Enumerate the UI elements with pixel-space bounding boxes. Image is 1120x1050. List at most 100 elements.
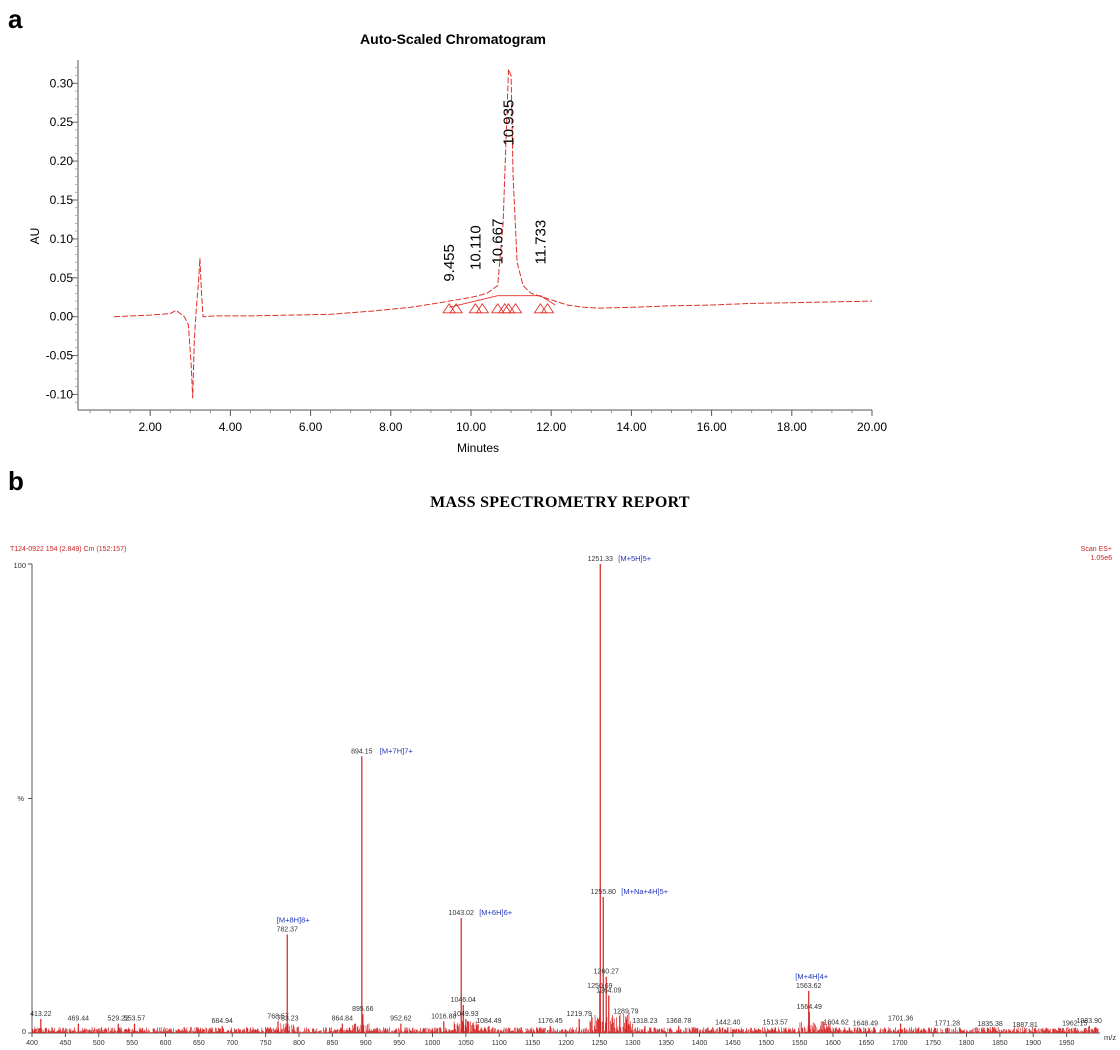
chromatogram-x-tick-label: 6.00 (299, 420, 323, 434)
ms-x-tick-label: 1200 (558, 1040, 574, 1047)
ms-x-tick-label: 1100 (492, 1040, 507, 1047)
ms-peak-label: 783.23 (277, 1016, 299, 1023)
ms-peak-label: 1368.78 (666, 1018, 691, 1025)
ms-peak-label: 1771.28 (935, 1020, 960, 1027)
panel-a-label: a (8, 4, 23, 34)
chromatogram-peak-marker (468, 302, 483, 314)
ms-ion-label: [M+6H]6+ (479, 908, 513, 917)
chromatogram-y-tick-label: 0.10 (50, 232, 74, 246)
chromatogram-peak-marker (533, 302, 548, 314)
ms-peak-label: 1046.04 (451, 997, 476, 1004)
chromatogram-y-tick-label: 0.15 (50, 193, 74, 207)
chromatogram-y-tick-label: 0.25 (50, 115, 74, 129)
chromatogram-peak-marker (490, 302, 505, 314)
ms-x-tick-label: 600 (160, 1040, 172, 1047)
ms-x-tick-label: 1650 (859, 1040, 875, 1047)
ms-peak-label: 1251.33 (588, 556, 613, 563)
ms-ion-label: [M+4H]4+ (795, 972, 829, 981)
ms-peak-label: 413.22 (30, 1011, 52, 1018)
chromatogram-peak-marker-end (449, 302, 463, 314)
ms-x-tick-label: 1500 (758, 1040, 774, 1047)
ms-peak-label: 1318.23 (632, 1018, 657, 1025)
mass-spectrum-plot: 400 450 500 550 600 650 700 750 800 850 900 950 1000… (26, 554, 1102, 1047)
ms-x-tick-label: 500 (93, 1040, 105, 1047)
chromatogram-x-label: Minutes (457, 441, 499, 455)
ms-peak-label: 469.44 (68, 1016, 90, 1023)
chromatogram-x-tick-label: 12.00 (536, 420, 566, 434)
chromatogram-x-tick-label: 20.00 (857, 420, 887, 434)
ms-x-tick-label: 1600 (825, 1040, 841, 1047)
ms-peak-label: 1043.02 (449, 910, 474, 917)
ms-header-scan: Scan ES+ (1081, 546, 1112, 553)
ms-x-tick-label: 1950 (1059, 1040, 1075, 1047)
chromatogram-x-tick-label: 14.00 (616, 420, 646, 434)
chromatogram-plot: 2.00 4.00 6.00 8.00 10.00 12.00 14.00 16.00 18.0… (46, 60, 887, 434)
chromatogram-peak-label: 10.110 (467, 225, 484, 270)
chromatogram-y-tick-label: -0.05 (46, 349, 74, 363)
ms-x-tick-label: 1900 (1025, 1040, 1041, 1047)
ms-peak-label: 1260.27 (594, 969, 619, 976)
ms-x-tick-label: 550 (126, 1040, 138, 1047)
chromatogram-peak-marker-end (508, 302, 523, 314)
ms-x-tick-label: 1550 (792, 1040, 808, 1047)
chromatogram-peak-label: 10.935 (500, 100, 517, 146)
ms-peak-label: 1176.45 (538, 1018, 563, 1025)
ms-peak-label: 1513.57 (763, 1019, 788, 1026)
ms-peak-label: 1563.62 (796, 983, 821, 990)
chromatogram-x-tick-label: 10.00 (456, 420, 486, 434)
ms-peak-label: 1604.62 (823, 1019, 848, 1026)
ms-peak-label: 1442.40 (715, 1019, 740, 1026)
ms-x-tick-label: 1400 (692, 1040, 708, 1047)
chromatogram-x-tick-label: 8.00 (379, 420, 403, 434)
ms-peak-label: 684.94 (211, 1018, 233, 1025)
ms-x-tick-label: 650 (193, 1040, 205, 1047)
ms-peak-label: 553.57 (124, 1016, 146, 1023)
ms-x-tick-label: 1000 (425, 1040, 441, 1047)
chromatogram-peak-label: 11.733 (532, 220, 549, 265)
chromatogram-peak-marker-end (475, 302, 490, 314)
chromatogram-peak-label: 10.667 (490, 219, 507, 265)
ms-peak-label: 1289.79 (613, 1009, 638, 1016)
chromatogram-x-tick-label: 18.00 (777, 420, 807, 434)
ms-peak-label: 1835.38 (977, 1021, 1002, 1028)
chromatogram-peak-marker-end (540, 302, 555, 314)
chromatogram-y-tick-label: 0.30 (50, 76, 74, 90)
ms-peak-label: 1648.49 (853, 1020, 878, 1027)
ms-ion-label: [M+Na+4H]5+ (621, 887, 669, 896)
ms-peak-label: 1962.15 (1062, 1020, 1087, 1027)
ms-peak-label: 1887.81 (1012, 1022, 1037, 1029)
ms-peak-label: 1016.88 (431, 1013, 456, 1020)
ms-peak-label: 864.84 (332, 1016, 354, 1023)
chromatogram-y-tick-label: 0.20 (50, 154, 74, 168)
chromatogram-y-tick-label: 0.00 (50, 310, 74, 324)
ms-peak-label: 768.57 (267, 1013, 289, 1020)
ms-x-tick-label: 1750 (925, 1040, 941, 1047)
ms-header-intensity: 1.05e6 (1091, 555, 1113, 562)
ms-x-tick-label: 1800 (959, 1040, 975, 1047)
ms-peak-label: 1219.79 (567, 1011, 592, 1018)
ms-ion-label: [M+8H]8+ (277, 916, 311, 925)
ms-peak-label: 1264.09 (596, 987, 621, 994)
ms-x-tick-label: 1850 (992, 1040, 1008, 1047)
chromatogram-baseline (449, 295, 556, 308)
chromatogram-peak-label: 9.455 (441, 244, 458, 282)
ms-peak-label: 1049.93 (453, 1011, 478, 1018)
chromatogram-peak-marker (442, 302, 456, 314)
chromatogram-x-tick-label: 4.00 (219, 420, 243, 434)
chromatogram-peak-marker (501, 302, 516, 314)
ms-x-tick-label: 1250 (592, 1040, 608, 1047)
ms-ion-label: [M+5H]5+ (618, 554, 652, 563)
ms-x-tick-label: 450 (60, 1040, 72, 1047)
ms-x-tick-label: 950 (393, 1040, 405, 1047)
ms-y-mid-label: % (17, 794, 24, 803)
ms-x-tick-label: 1450 (725, 1040, 741, 1047)
ms-x-tick-label: 750 (260, 1040, 272, 1047)
ms-x-tick-label: 700 (226, 1040, 238, 1047)
chromatogram-y-tick-label: 0.05 (50, 271, 74, 285)
ms-peak-label: 529.22 (108, 1016, 130, 1023)
ms-peak-label: 894.15 (351, 748, 373, 755)
chromatogram-x-tick-label: 2.00 (139, 420, 163, 434)
chromatogram-y-tick-label: -0.10 (46, 387, 74, 401)
ms-peak-label: 782.37 (277, 927, 299, 934)
